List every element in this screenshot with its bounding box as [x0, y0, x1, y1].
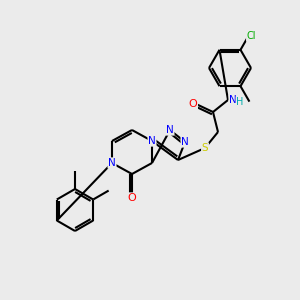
Text: S: S [202, 143, 208, 153]
Text: Cl: Cl [247, 31, 256, 41]
Text: O: O [189, 99, 197, 109]
Text: O: O [128, 193, 136, 203]
Text: N: N [229, 95, 237, 105]
Text: N: N [148, 136, 156, 146]
Text: N: N [166, 125, 174, 135]
Text: H: H [236, 97, 244, 107]
Text: N: N [108, 158, 116, 168]
Text: N: N [181, 137, 189, 147]
